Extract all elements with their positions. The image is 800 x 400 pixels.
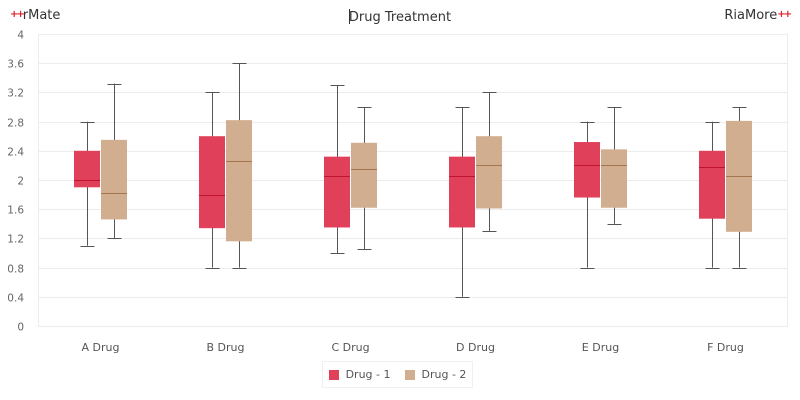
box-2-a-drug (101, 83, 127, 239)
x-tick-label: E Drug (582, 341, 619, 354)
legend-label-drug-2: Drug - 2 (421, 368, 467, 381)
brand-plus-icon: ++ (777, 9, 792, 20)
x-tick-label: F Drug (707, 341, 744, 354)
text-cursor (348, 9, 350, 24)
box-rect (351, 142, 377, 208)
brand-left-label: rMate (22, 8, 61, 23)
y-tick-label: 0.4 (7, 293, 24, 305)
chart-title-container: Drug Treatment (0, 9, 800, 25)
x-tick-label: A Drug (82, 341, 120, 354)
legend-item-drug-2[interactable]: Drug - 2 (404, 368, 467, 381)
box-1-f-drug (699, 121, 725, 269)
legend-item-drug-1[interactable]: Drug - 1 (328, 368, 391, 381)
box-rect (226, 120, 252, 242)
x-axis: A Drug B Drug C Drug D Drug E Drug F Drug (82, 341, 744, 354)
box-1-a-drug (74, 121, 100, 247)
box-rect (699, 150, 725, 219)
y-axis: 0 0.4 0.8 1.2 1.6 2 2.4 2.8 3.2 3.6 4 (7, 30, 24, 334)
y-tick-label: 2.4 (7, 147, 24, 159)
box-rect (574, 142, 600, 198)
box-2-f-drug (726, 107, 752, 269)
legend-swatch-drug-2 (404, 369, 415, 380)
y-tick-label: 1.2 (7, 234, 24, 246)
y-tick-label: 1.6 (7, 205, 24, 217)
y-tick-label: 3.2 (7, 88, 24, 100)
brand-right-label: RiaMore (724, 8, 778, 23)
box-rect (601, 149, 627, 208)
box-rect (324, 156, 350, 228)
brand-logo-left[interactable]: ++rMate (10, 8, 60, 23)
box-rect (449, 156, 475, 228)
x-tick-label: C Drug (331, 341, 369, 354)
legend-label-drug-1: Drug - 1 (345, 368, 391, 381)
box-1-c-drug (324, 85, 350, 254)
box-1-d-drug (449, 107, 475, 298)
brand-plus-icon: ++ (10, 9, 25, 20)
chart-title: Drug Treatment (348, 10, 452, 25)
box-rect (199, 136, 225, 229)
legend: Drug - 1 Drug - 2 (322, 361, 473, 388)
brand-logo-right[interactable]: RiaMore++ (724, 8, 792, 23)
x-tick-label: B Drug (207, 341, 245, 354)
y-tick-label: 0 (17, 322, 24, 334)
box-series (74, 63, 752, 298)
box-1-b-drug (199, 92, 225, 269)
grid-lines (38, 34, 788, 327)
box-1-e-drug (574, 121, 600, 269)
y-tick-label: 2.8 (7, 118, 24, 130)
box-2-b-drug (226, 63, 252, 269)
box-2-c-drug (351, 107, 377, 250)
box-rect (74, 150, 100, 188)
x-tick-label: D Drug (456, 341, 495, 354)
y-tick-label: 4 (17, 30, 24, 42)
box-rect (476, 136, 502, 209)
y-tick-label: 0.8 (7, 264, 24, 276)
box-2-e-drug (601, 107, 627, 225)
box-rect (101, 139, 127, 220)
legend-swatch-drug-1 (328, 369, 339, 380)
box-2-d-drug (476, 92, 502, 232)
y-tick-label: 2 (17, 176, 24, 188)
y-tick-label: 3.6 (7, 59, 24, 71)
